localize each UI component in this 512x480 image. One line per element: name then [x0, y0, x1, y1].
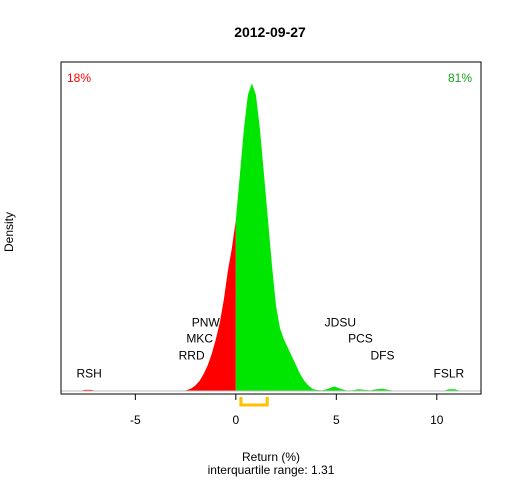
positive-share-label: 81%	[448, 71, 472, 85]
x-tick-label: 5	[333, 413, 340, 427]
negative-return-area	[79, 220, 236, 391]
ticker-annotation: RRD	[179, 349, 205, 363]
ticker-annotation: DFS	[371, 349, 395, 363]
x-tick-label: -5	[130, 413, 141, 427]
ticker-annotation: JDSU	[325, 316, 356, 330]
chart-title: 2012-09-27	[234, 24, 306, 40]
ticker-annotation: MKC	[186, 332, 213, 346]
density-area-layer	[79, 83, 461, 392]
x-tick-label: 0	[232, 413, 239, 427]
ticker-annotation: PCS	[348, 332, 373, 346]
y-axis-label: Density	[2, 212, 16, 252]
ticker-annotation: RSH	[76, 366, 101, 380]
negative-share-label: 18%	[67, 71, 91, 85]
interquartile-range-label: interquartile range: 1.31	[208, 463, 335, 477]
positive-return-area	[235, 83, 461, 392]
x-tick-label: 10	[430, 413, 444, 427]
ticker-annotation: PNW	[192, 316, 221, 330]
x-axis-label: Return (%)	[242, 450, 300, 464]
plot-frame	[60, 61, 482, 395]
annotation-layer: RSH RRD MKC PNW JDSU PCS DFS FSLR	[76, 316, 464, 381]
interquartile-range-bracket	[239, 397, 269, 407]
ticker-annotation: FSLR	[434, 366, 465, 380]
x-axis: -5 0 5 10	[130, 394, 444, 427]
